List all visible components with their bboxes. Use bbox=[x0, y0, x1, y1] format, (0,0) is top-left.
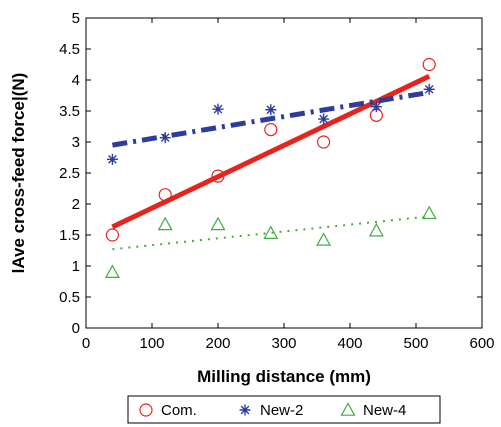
x-tick-label: 100 bbox=[139, 335, 164, 352]
point-com- bbox=[105, 228, 120, 242]
point-com- bbox=[264, 123, 278, 137]
legend-new-4-marker bbox=[340, 402, 356, 416]
x-tick-label: 600 bbox=[469, 335, 494, 352]
y-tick-label: 2.5 bbox=[59, 165, 80, 182]
legend-box bbox=[127, 395, 441, 424]
point-new-4 bbox=[421, 205, 437, 220]
x-tick-label: 300 bbox=[271, 335, 296, 352]
plot-area bbox=[85, 17, 483, 329]
y-tick-label: 1 bbox=[72, 258, 80, 275]
legend-com--label: Com. bbox=[161, 402, 197, 419]
point-com- bbox=[158, 188, 172, 202]
point-new-2 bbox=[318, 113, 330, 125]
y-tick-label: 1.5 bbox=[59, 227, 80, 244]
point-new-4 bbox=[104, 264, 120, 278]
legend-new-4-label: New-4 bbox=[363, 402, 406, 419]
point-new-2 bbox=[212, 103, 224, 115]
point-com- bbox=[317, 135, 331, 149]
y-tick-label: 5 bbox=[72, 10, 80, 27]
point-new-4 bbox=[263, 225, 279, 239]
x-tick-label: 200 bbox=[205, 335, 230, 352]
y-tick-label: 4 bbox=[72, 72, 80, 89]
y-tick-label: 0.5 bbox=[59, 289, 80, 306]
point-new-2 bbox=[159, 132, 171, 144]
x-tick-label: 400 bbox=[337, 335, 362, 352]
x-tick-label: 0 bbox=[82, 335, 90, 352]
point-new-4 bbox=[210, 216, 226, 231]
legend-new-2-label: New-2 bbox=[260, 402, 303, 419]
x-axis-title: Milling distance (mm) bbox=[197, 367, 371, 386]
y-tick-label: 4.5 bbox=[59, 41, 80, 58]
y-tick-label: 3.5 bbox=[59, 103, 80, 120]
point-new-2 bbox=[423, 83, 435, 95]
data-markers bbox=[104, 57, 437, 278]
legend: Com. New-2 New-4 bbox=[127, 395, 441, 424]
y-tick-label: 3 bbox=[72, 134, 80, 151]
point-new-4 bbox=[157, 216, 173, 231]
y-tick-label: 0 bbox=[72, 320, 80, 337]
point-new-4 bbox=[368, 222, 384, 237]
point-new-2 bbox=[370, 101, 382, 113]
point-com- bbox=[211, 169, 225, 183]
axis-ticks: 0 100 200 300 400 500 600 0 0.5 1 1.5 2 2.5 3 3.5 4 4.5 5 bbox=[59, 10, 494, 352]
legend-com--marker bbox=[139, 403, 153, 417]
x-tick-label: 500 bbox=[403, 335, 428, 352]
point-com- bbox=[422, 57, 436, 72]
point-new-2 bbox=[106, 153, 118, 165]
legend-new-2-marker bbox=[239, 404, 251, 416]
point-new-2 bbox=[265, 104, 277, 116]
y-tick-label: 2 bbox=[72, 196, 80, 213]
y-axis-title: lAve cross-feed force|(N) bbox=[9, 73, 28, 274]
point-new-4 bbox=[316, 232, 332, 246]
fit-line-new-4 bbox=[112, 215, 430, 251]
